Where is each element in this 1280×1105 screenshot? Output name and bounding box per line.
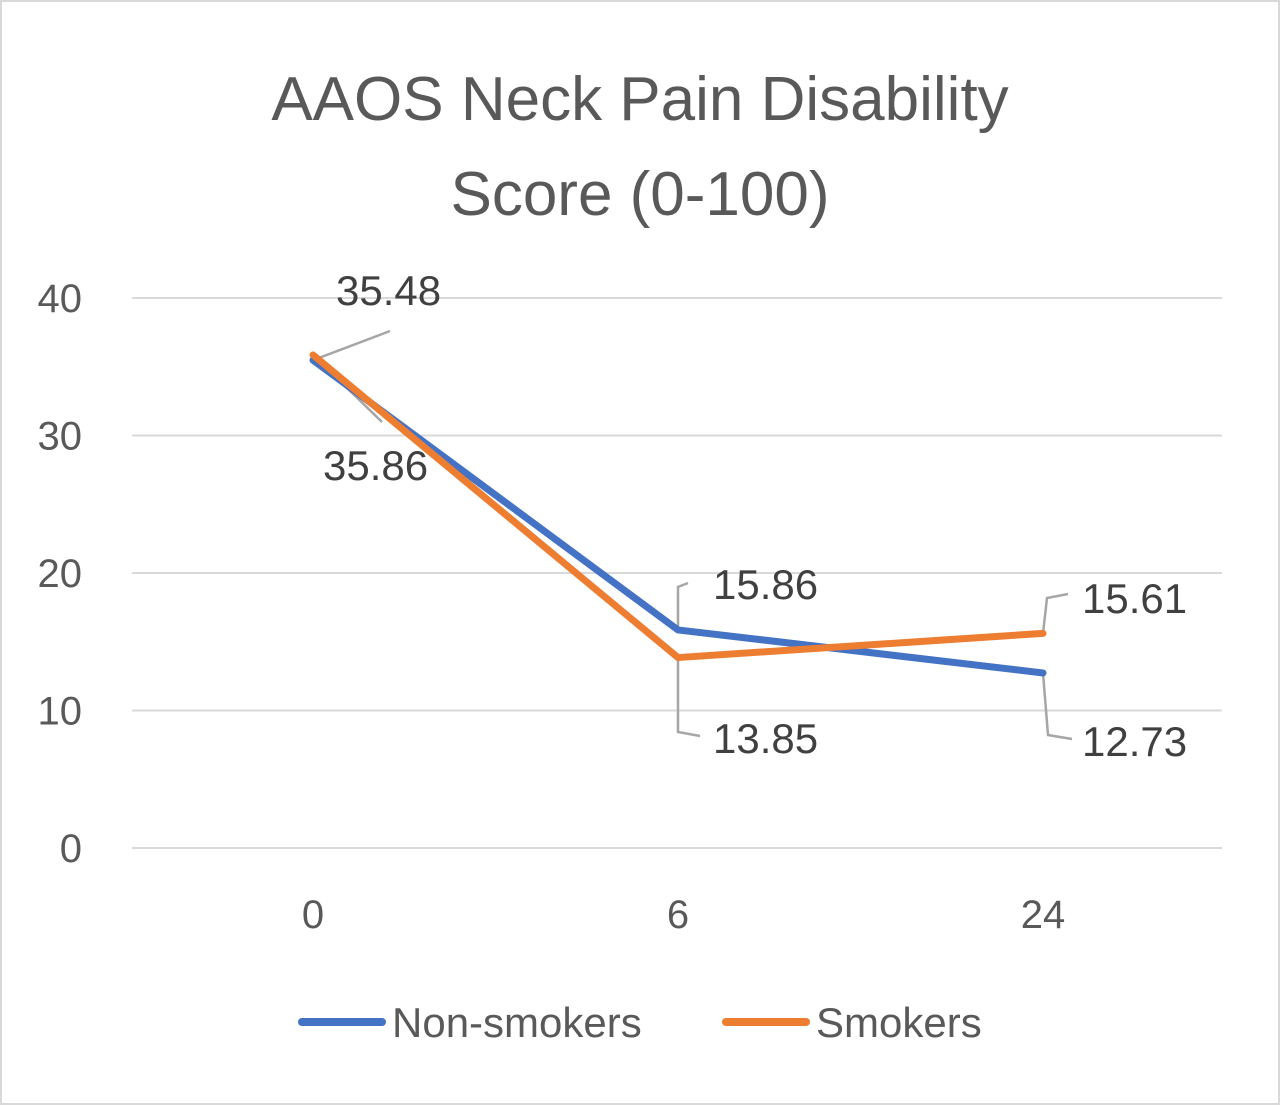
legend: Non-smokers Smokers (298, 999, 982, 1046)
leader-line (312, 329, 391, 362)
y-axis-ticks: 0 10 20 30 40 (38, 277, 83, 871)
leader-line (1041, 672, 1073, 741)
gridlines (132, 297, 1222, 849)
data-label: 35.86 (323, 442, 428, 489)
legend-label: Non-smokers (392, 999, 642, 1046)
x-tick-label: 0 (302, 893, 324, 937)
series-line-smokers (309, 351, 1047, 662)
series-line-non-smokers (309, 356, 1047, 677)
data-label: 15.86 (713, 561, 818, 608)
data-label: 13.85 (713, 715, 818, 762)
series-lines (309, 351, 1047, 677)
y-tick-label: 30 (38, 415, 83, 459)
leader-line (1041, 592, 1069, 634)
y-tick-label: 0 (60, 827, 82, 871)
data-label-leaders (312, 329, 1073, 741)
y-tick-label: 40 (38, 277, 83, 321)
data-labels: 35.48 15.86 12.73 35.86 13.85 15.61 (323, 267, 1187, 765)
y-tick-label: 20 (38, 552, 83, 596)
x-tick-label: 6 (667, 893, 689, 937)
y-tick-label: 10 (38, 690, 83, 734)
x-tick-label: 24 (1021, 893, 1066, 937)
chart-title-line-1: AAOS Neck Pain Disability (271, 65, 1008, 134)
data-label: 15.61 (1082, 575, 1187, 622)
leader-line (676, 657, 701, 738)
leader-line (676, 581, 689, 630)
data-label: 35.48 (336, 267, 441, 314)
legend-label: Smokers (816, 999, 982, 1046)
data-label: 12.73 (1082, 718, 1187, 765)
x-axis-ticks: 0 6 24 (302, 893, 1065, 937)
chart-title-line-2: Score (0-100) (450, 160, 829, 229)
